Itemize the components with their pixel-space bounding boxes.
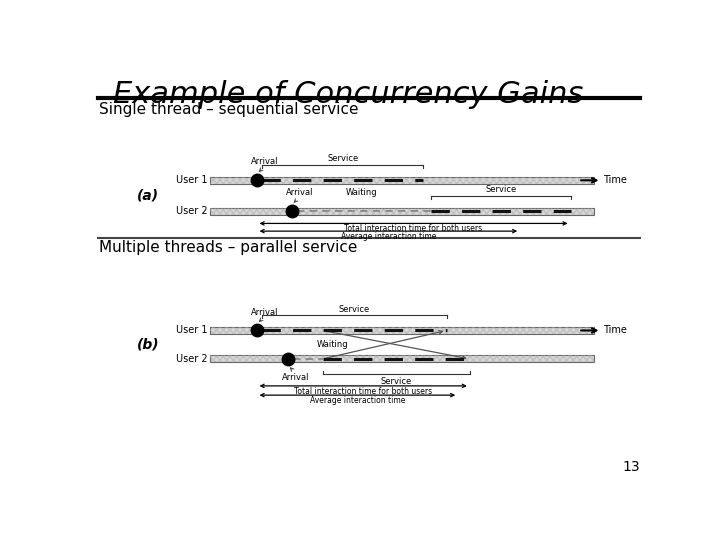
Text: Waiting: Waiting: [346, 188, 377, 197]
Text: (b): (b): [137, 338, 159, 352]
Text: Average interaction time: Average interaction time: [310, 396, 405, 405]
Text: Example of Concurrency Gains: Example of Concurrency Gains: [113, 80, 584, 109]
Text: Total interaction time for both users: Total interaction time for both users: [294, 387, 432, 396]
Text: Waiting: Waiting: [317, 340, 348, 349]
Text: Time: Time: [603, 326, 627, 335]
Text: Service: Service: [380, 377, 412, 386]
Bar: [210, 327, 594, 334]
Bar: [210, 177, 594, 184]
Text: Arrival: Arrival: [251, 308, 278, 316]
Text: Service: Service: [327, 154, 359, 164]
Text: 13: 13: [623, 461, 640, 475]
Text: Arrival: Arrival: [251, 158, 278, 166]
Bar: [210, 355, 594, 362]
Text: Service: Service: [485, 185, 516, 194]
Text: User 2: User 2: [176, 354, 208, 364]
Text: Single thread – sequential service: Single thread – sequential service: [99, 102, 359, 117]
Bar: [210, 355, 594, 362]
Bar: [210, 208, 594, 214]
Text: Total interaction time for both users: Total interaction time for both users: [344, 224, 482, 233]
Bar: [210, 327, 594, 334]
Text: (a): (a): [137, 188, 158, 202]
Text: Average interaction time: Average interaction time: [341, 232, 436, 241]
Bar: [210, 208, 594, 214]
Text: Service: Service: [338, 305, 370, 314]
Text: User 1: User 1: [176, 176, 208, 185]
Bar: [210, 177, 594, 184]
Text: Multiple threads – parallel service: Multiple threads – parallel service: [99, 240, 358, 255]
Text: User 1: User 1: [176, 326, 208, 335]
Text: Time: Time: [603, 176, 627, 185]
Text: Arrival: Arrival: [282, 373, 309, 382]
Text: Arrival: Arrival: [286, 188, 313, 197]
Text: User 2: User 2: [176, 206, 208, 216]
